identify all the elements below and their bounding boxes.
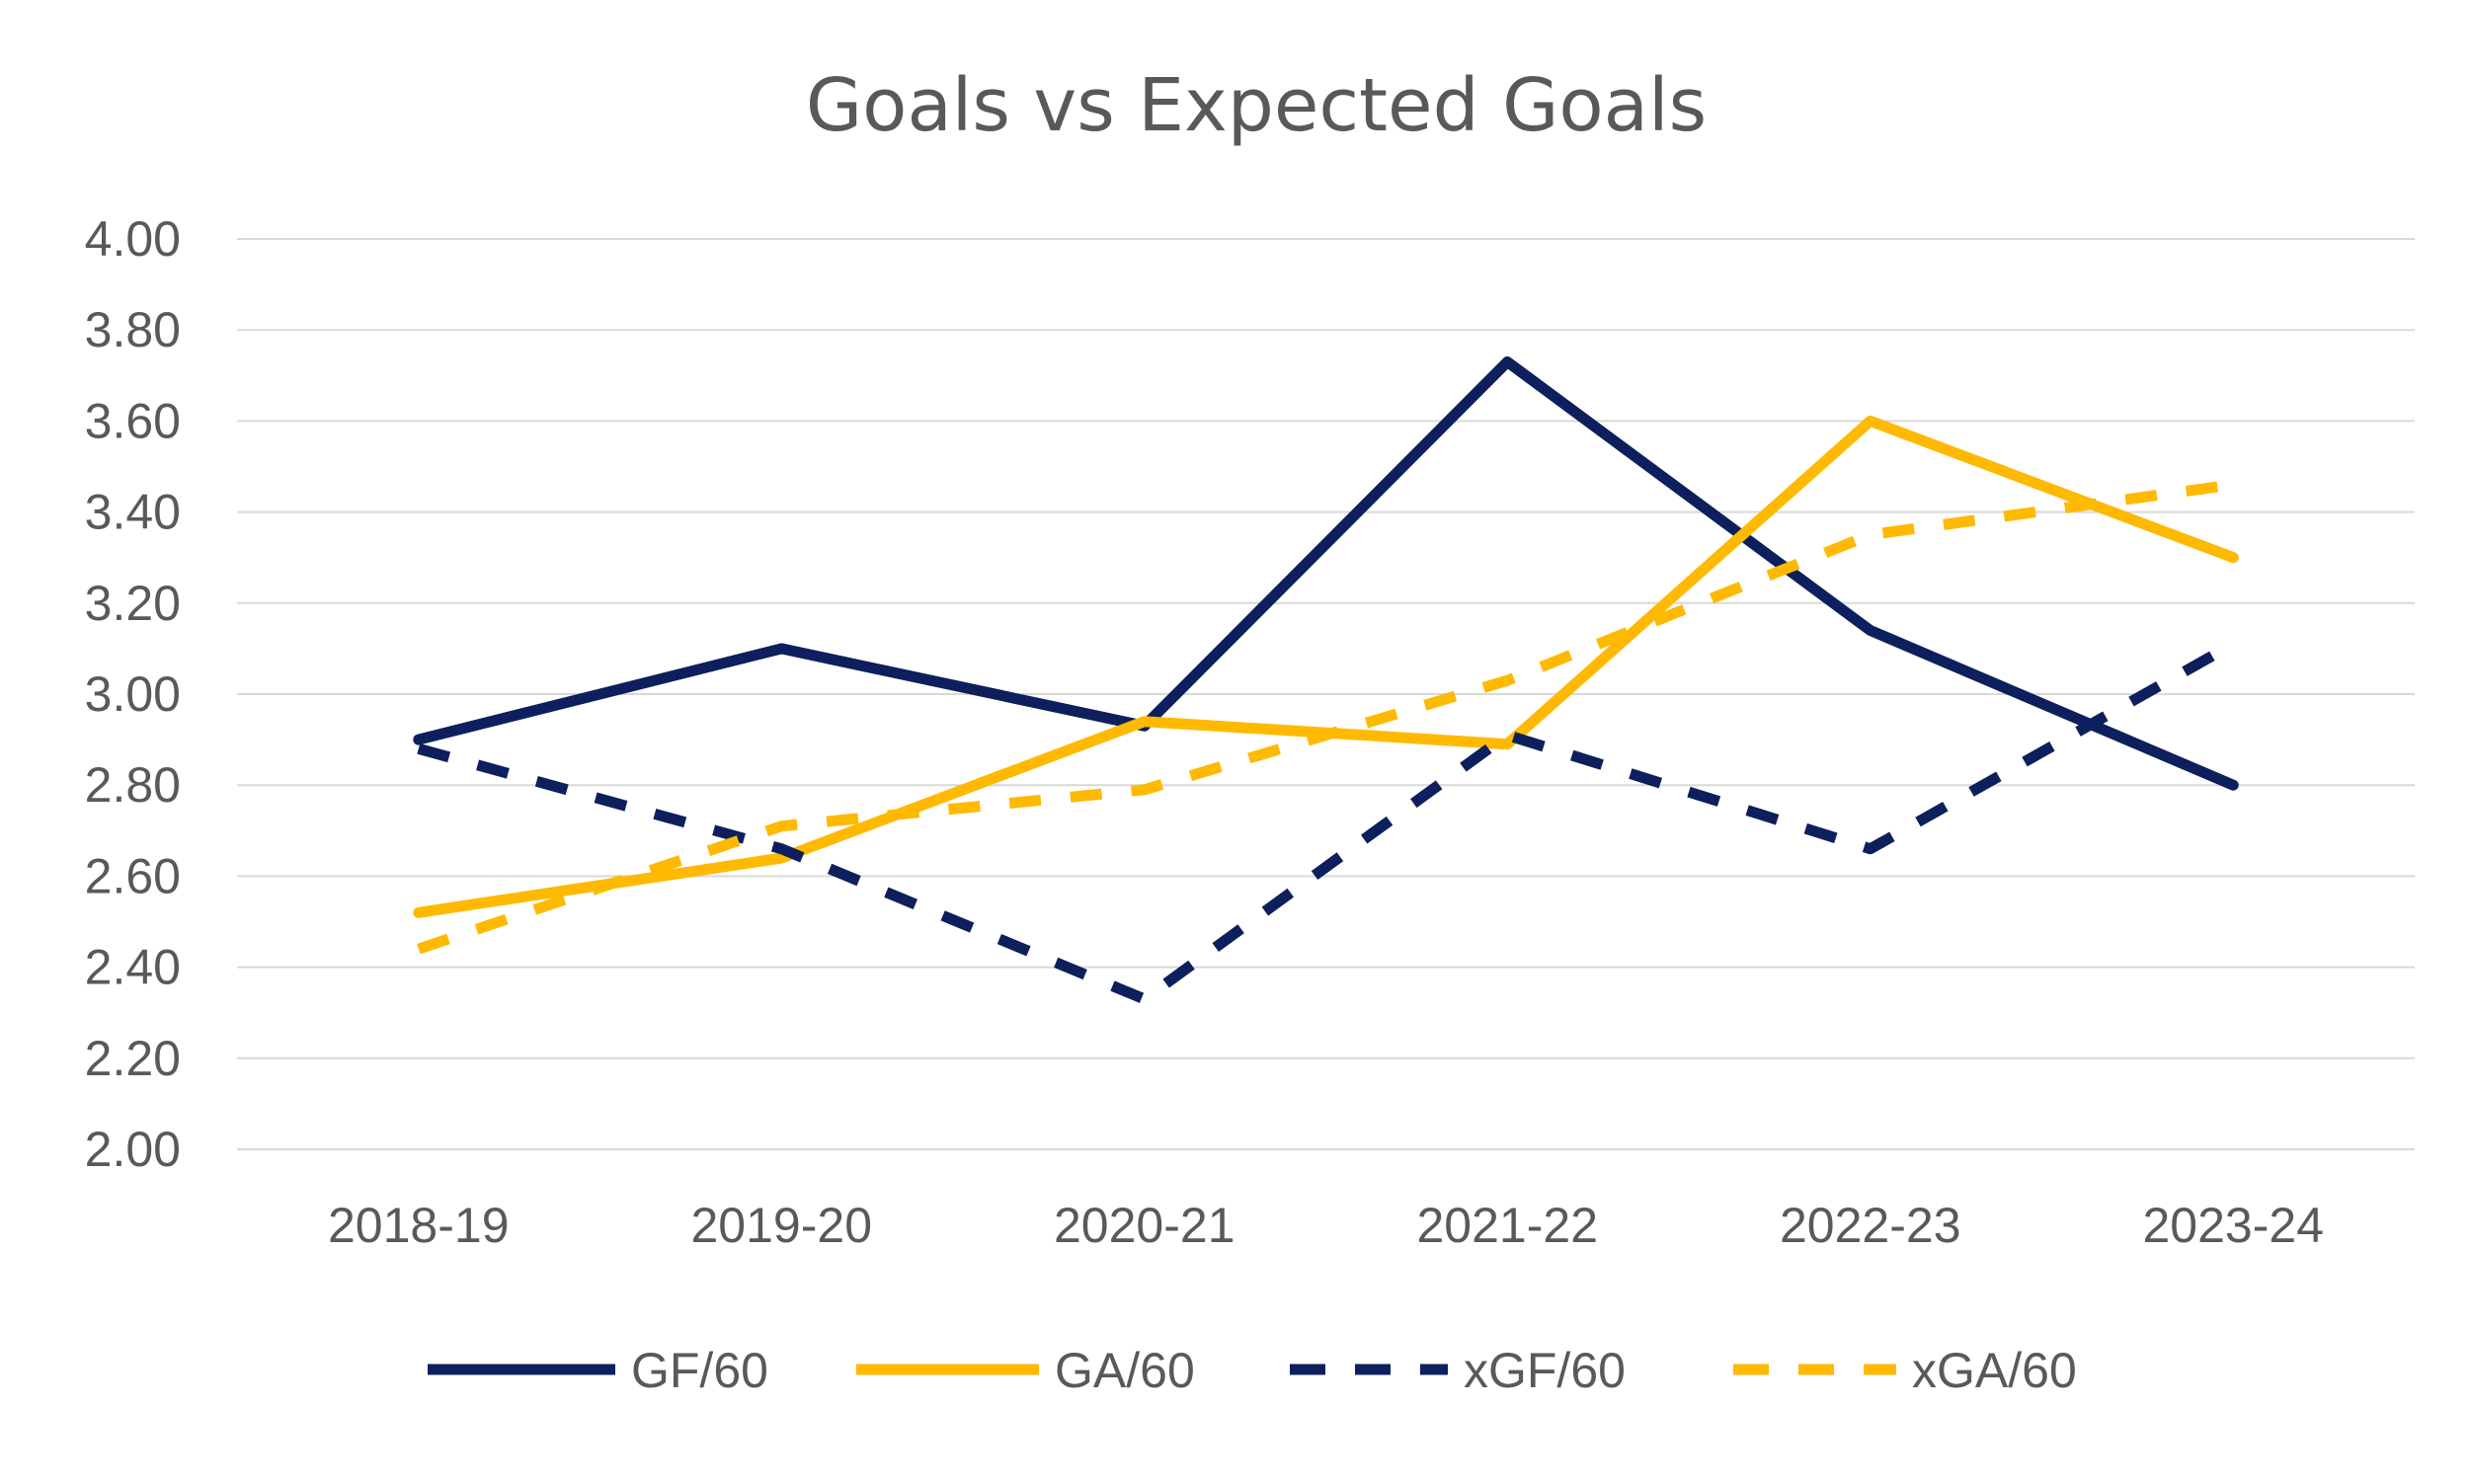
- y-tick-label: 3.60: [85, 393, 181, 448]
- legend-item: GA/60: [856, 1343, 1195, 1398]
- chart-title: Goals vs Expected Goals: [806, 63, 1707, 148]
- legend-item: xGA/60: [1733, 1343, 2077, 1398]
- y-tick-label: 2.40: [85, 940, 181, 995]
- x-tick-label: 2019-20: [691, 1198, 873, 1253]
- series-line-gf-60: [413, 356, 2239, 791]
- legend-item: GF/60: [428, 1343, 768, 1398]
- legend-label: xGF/60: [1464, 1343, 1626, 1398]
- y-tick-label: 3.80: [85, 302, 181, 357]
- y-tick-label: 3.00: [85, 666, 181, 722]
- series-line-xgf-60: [417, 639, 2237, 1005]
- y-tick-label: 2.60: [85, 848, 181, 903]
- x-axis-tick-labels: 2018-19 2019-20 2020-21 2021-22 2022-23 2023-…: [328, 1198, 2324, 1253]
- legend-label: xGA/60: [1912, 1343, 2077, 1398]
- y-tick-label: 2.00: [85, 1122, 181, 1177]
- y-tick-label: 2.80: [85, 757, 181, 813]
- legend-label: GA/60: [1055, 1343, 1195, 1398]
- x-tick-label: 2023-24: [2143, 1198, 2325, 1253]
- series-line-xga-60: [417, 479, 2235, 955]
- y-tick-label: 3.20: [85, 576, 181, 631]
- legend-label: GF/60: [631, 1343, 768, 1398]
- y-tick-label: 3.40: [85, 485, 181, 540]
- y-tick-label: 2.20: [85, 1031, 181, 1086]
- x-tick-label: 2018-19: [328, 1198, 510, 1253]
- series-lines: [413, 356, 2239, 1005]
- legend: GF/60 GA/60 xGF/60 xGA/60: [428, 1343, 2077, 1398]
- y-axis-tick-labels: 2.00 2.20 2.40 2.60 2.80 3.00 3.20 3.40 3.60 3.80…: [85, 211, 181, 1177]
- gridlines: [237, 238, 2415, 1150]
- x-tick-label: 2022-23: [1780, 1198, 1961, 1253]
- x-tick-label: 2021-22: [1417, 1198, 1599, 1253]
- x-tick-label: 2020-21: [1054, 1198, 1235, 1253]
- y-tick-label: 4.00: [85, 211, 181, 267]
- legend-item: xGF/60: [1290, 1343, 1626, 1398]
